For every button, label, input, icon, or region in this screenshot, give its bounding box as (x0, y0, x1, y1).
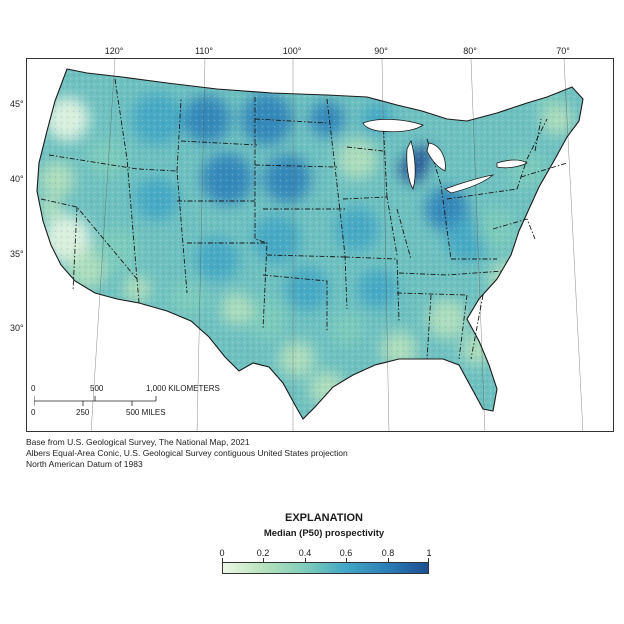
legend-tick-label-0-8: 0.8 (381, 548, 395, 558)
legend-tick-0-6 (346, 558, 347, 562)
latitude-label-30: 30° (10, 323, 24, 333)
scale-km-1000: 1,000 KILOMETERS (146, 384, 220, 393)
longitude-label-100: 100° (282, 46, 302, 56)
scale-bar-ruler (34, 396, 157, 406)
scale-mi-250: 250 (76, 408, 90, 417)
longitude-label-90: 90° (374, 46, 388, 56)
legend-tick-0-4 (305, 558, 306, 562)
legend-tick-1 (428, 558, 429, 562)
legend-title: EXPLANATION (284, 512, 364, 524)
lake-huron (426, 142, 446, 172)
map-texture (37, 69, 583, 419)
credit-line-1: Base from U.S. Geological Survey, The Na… (26, 437, 250, 447)
state-boundaries (40, 78, 568, 360)
latitude-label-45: 45° (10, 99, 24, 109)
legend-tick-label-0-2: 0.2 (256, 548, 270, 558)
scale-mi-500: 500 MILES (126, 408, 166, 417)
map-frame (26, 58, 614, 432)
legend-tick-label-0-6: 0.6 (339, 548, 353, 558)
legend-tick-0-2 (263, 558, 264, 562)
prospectivity-map (36, 59, 584, 431)
legend-tick-0-8 (388, 558, 389, 562)
credit-line-2: Albers Equal-Area Conic, U.S. Geological… (26, 448, 348, 458)
scale-km-0: 0 (31, 384, 36, 393)
legend-tick-label-0-4: 0.4 (298, 548, 312, 558)
legend-tick-0 (222, 558, 223, 562)
legend-color-ramp (222, 562, 429, 574)
map-credits: Base from U.S. Geological Survey, The Na… (26, 437, 348, 470)
graticule (90, 59, 584, 431)
great-lakes (362, 119, 528, 194)
legend-subtitle: Median (P50) prospectivity (263, 528, 385, 539)
credit-line-3: North American Datum of 1983 (26, 459, 143, 469)
legend-tick-label-1: 1 (426, 548, 432, 558)
lake-superior (362, 119, 424, 133)
longitude-label-80: 80° (463, 46, 477, 56)
longitude-label-110: 110° (195, 46, 213, 56)
lake-ontario (496, 159, 528, 169)
latitude-label-35: 35° (10, 249, 24, 259)
lake-michigan (406, 139, 416, 190)
longitude-label-70: 70° (556, 46, 570, 56)
legend-tick-label-0: 0 (219, 548, 225, 558)
lake-erie (444, 174, 495, 194)
scale-km-500: 500 (90, 384, 104, 393)
scale-bar: 0 500 1,000 KILOMETERS 0 250 500 MILES (31, 384, 234, 418)
scale-mi-0: 0 (31, 408, 36, 417)
longitude-label-120: 120° (104, 46, 124, 56)
latitude-label-40: 40° (10, 174, 24, 184)
